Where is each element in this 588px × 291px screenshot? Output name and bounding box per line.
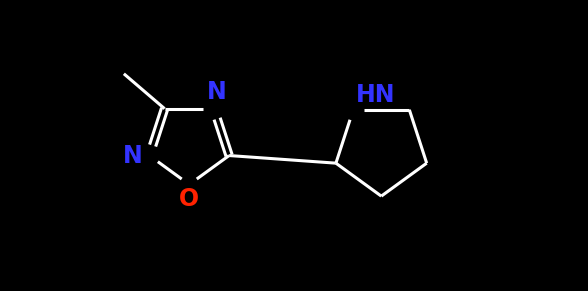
Text: N: N [123,143,142,168]
Text: N: N [207,80,226,104]
Text: O: O [179,187,199,211]
Text: HN: HN [356,83,396,107]
